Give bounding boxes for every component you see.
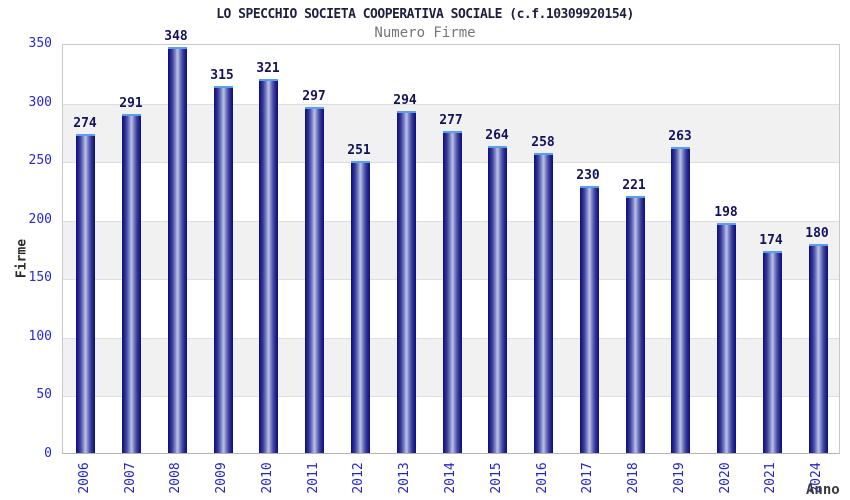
bar: [534, 153, 553, 453]
bar: [626, 196, 645, 453]
bar: [763, 251, 782, 453]
bar-value-label: 348: [164, 29, 188, 44]
y-tick-label: 100: [28, 329, 52, 344]
bar: [259, 79, 278, 453]
bar: [580, 186, 599, 453]
bar-value-label: 174: [759, 233, 783, 248]
bar-value-label: 180: [805, 226, 829, 241]
gridline: [63, 104, 839, 105]
y-tick-label: 350: [28, 36, 52, 51]
x-axis-label: Anno: [806, 482, 840, 498]
bar: [809, 244, 828, 453]
bar-value-label: 291: [119, 96, 143, 111]
x-tick-label: 2012: [351, 462, 366, 494]
bar: [76, 134, 95, 453]
bar: [214, 86, 233, 453]
bar: [122, 114, 141, 453]
bar-value-label: 258: [531, 135, 555, 150]
x-tick-label: 2017: [580, 462, 595, 494]
bar-value-label: 264: [485, 128, 509, 143]
chart-subtitle: Numero Firme: [374, 25, 476, 41]
bar-value-label: 315: [210, 68, 234, 83]
bar-value-label: 198: [714, 205, 738, 220]
x-tick-label: 2016: [535, 462, 550, 494]
bar-value-label: 251: [347, 143, 371, 158]
bar-value-label: 263: [668, 129, 692, 144]
bar-value-label: 230: [576, 168, 600, 183]
bar: [168, 47, 187, 453]
y-tick-label: 300: [28, 95, 52, 110]
y-tick-label: 250: [28, 153, 52, 168]
plot-area: [62, 44, 840, 454]
x-tick-label: 2020: [718, 462, 733, 494]
x-tick-label: 2007: [123, 462, 138, 494]
x-tick-label: 2013: [397, 462, 412, 494]
y-tick-label: 0: [44, 446, 52, 461]
x-tick-label: 2018: [626, 462, 641, 494]
bar: [397, 111, 416, 453]
y-tick-label: 200: [28, 212, 52, 227]
bar: [671, 147, 690, 453]
bar: [305, 107, 324, 453]
x-tick-label: 2021: [763, 462, 778, 494]
bar: [488, 146, 507, 453]
x-tick-label: 2011: [306, 462, 321, 494]
bar-value-label: 221: [622, 178, 646, 193]
bar-value-label: 277: [439, 113, 463, 128]
bar-value-label: 297: [302, 89, 326, 104]
chart-title: LO SPECCHIO SOCIETA COOPERATIVA SOCIALE …: [216, 7, 634, 22]
x-tick-label: 2010: [260, 462, 275, 494]
x-tick-label: 2015: [489, 462, 504, 494]
bar: [351, 161, 370, 453]
bar-value-label: 321: [256, 61, 280, 76]
x-tick-label: 2006: [77, 462, 92, 494]
x-tick-label: 2009: [214, 462, 229, 494]
bar: [717, 223, 736, 453]
bar: [443, 131, 462, 453]
x-tick-label: 2014: [443, 462, 458, 494]
y-tick-label: 150: [28, 270, 52, 285]
y-tick-label: 50: [36, 387, 52, 402]
x-tick-label: 2019: [672, 462, 687, 494]
x-tick-label: 2008: [168, 462, 183, 494]
bar-value-label: 274: [73, 116, 97, 131]
bar-value-label: 294: [393, 93, 417, 108]
